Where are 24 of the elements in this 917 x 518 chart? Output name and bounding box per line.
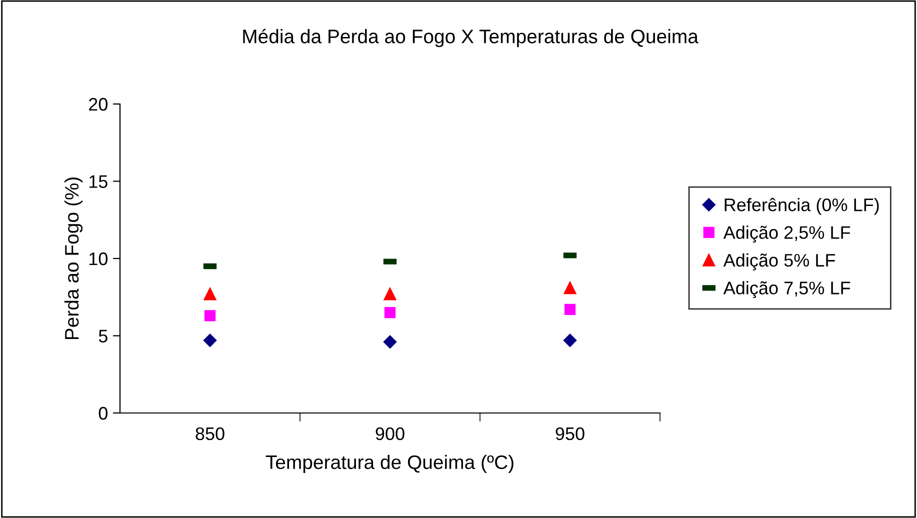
y-tick-label: 0 (98, 406, 108, 420)
point (384, 307, 396, 318)
point (204, 310, 216, 322)
point (204, 288, 216, 300)
point (564, 282, 576, 294)
point (564, 304, 576, 316)
y-tick-label: 10 (89, 252, 108, 266)
point (563, 334, 577, 347)
point (203, 334, 217, 347)
legend-label: Adição 7,5% LF (723, 281, 850, 298)
y-axis-title: Perda ao Fogo (%) (64, 178, 83, 340)
chart-title: Média da Perda ao Fogo X Temperaturas de Queima (243, 28, 698, 48)
x-tick-label: 850 (196, 427, 224, 440)
legend-label: Adição 2,5% LF (723, 226, 850, 243)
point (384, 288, 396, 300)
y-tick-label: 15 (89, 175, 108, 188)
legend-label: Adição 5% LF (723, 253, 836, 270)
point (383, 335, 397, 349)
legend-label: Referência (0% LF) (724, 198, 879, 215)
x-axis-title: Temperatura de Queima (ºC) (266, 454, 514, 473)
x-tick-label: 900 (376, 427, 404, 440)
x-tick-label: 950 (556, 427, 584, 440)
y-tick-label: 5 (98, 330, 108, 342)
y-tick-label: 20 (89, 98, 108, 111)
